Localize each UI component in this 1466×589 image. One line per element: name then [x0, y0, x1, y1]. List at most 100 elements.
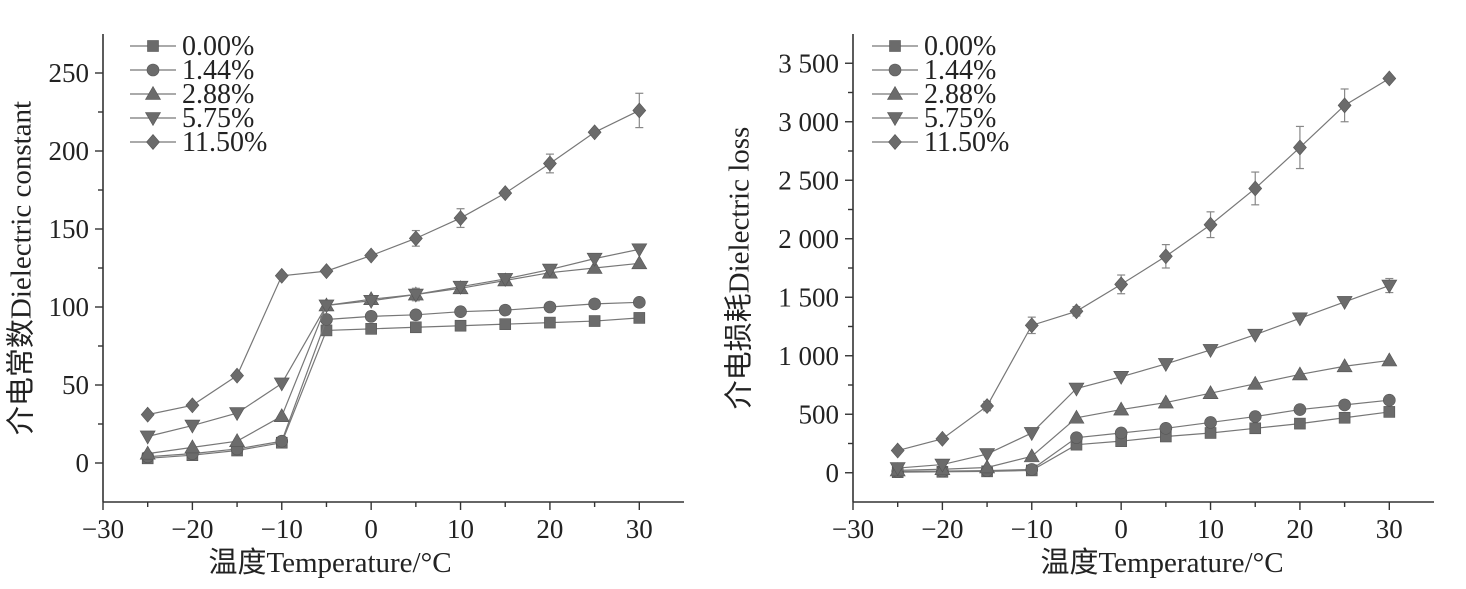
data-point [229, 407, 246, 422]
data-point [935, 430, 950, 447]
series-line [897, 411, 1390, 473]
data-point [318, 299, 335, 314]
x-axis-title: 温度Temperature/°C [208, 546, 451, 579]
data-point [1337, 97, 1352, 114]
data-point [1023, 427, 1040, 442]
data-point [1293, 139, 1307, 156]
data-point [140, 406, 155, 423]
data-point [889, 462, 906, 477]
legend-label: 5.75% [182, 103, 254, 134]
legend-marker [146, 134, 160, 150]
data-point [1114, 276, 1129, 293]
x-tick-label: −30 [82, 514, 124, 544]
data-point [273, 408, 290, 423]
y-tick-label: 150 [49, 214, 90, 244]
legend-label: 2.88% [924, 79, 996, 110]
x-tick-label: 10 [1197, 514, 1224, 544]
series-5.75% [139, 243, 648, 445]
data-point [274, 267, 289, 284]
series-line [147, 248, 640, 438]
data-point [1069, 303, 1084, 320]
dielectric-loss-chart: −30 −20 −10 0 10 20 30 0 500 1 000 1 500 2 000 2 500… [723, 31, 1434, 579]
data-point [364, 310, 378, 323]
data-point [139, 445, 156, 460]
x-axis-title: 温度Temperature/°C [1040, 546, 1283, 579]
series-line [147, 109, 640, 416]
data-point [633, 296, 646, 309]
x-tick-label: 20 [1286, 514, 1313, 544]
data-point [498, 303, 512, 317]
y-axis-title: 介电常数Dielectric constant [5, 101, 38, 435]
series-line [897, 77, 1390, 452]
x-tick-label: 0 [1114, 514, 1128, 544]
data-point [453, 210, 468, 227]
x-tick-label: −10 [261, 514, 303, 544]
legend-label: 5.75% [924, 103, 996, 134]
data-point [934, 458, 951, 473]
series-line [897, 399, 1390, 473]
series-11.50% [140, 92, 647, 423]
data-point [1383, 393, 1396, 407]
data-point [1291, 366, 1308, 381]
data-point [587, 124, 602, 141]
x-tick-label: 30 [626, 514, 653, 544]
data-point [1158, 248, 1173, 265]
data-point [543, 300, 557, 314]
data-point [1068, 409, 1085, 424]
series-line [147, 262, 640, 455]
data-point [1382, 70, 1397, 87]
series-line [897, 359, 1390, 472]
legend-marker [886, 112, 904, 127]
data-point [1294, 417, 1306, 430]
legend-label: 0.00% [924, 31, 996, 62]
data-point [365, 323, 377, 335]
x-tick-label: −10 [1011, 514, 1053, 544]
data-point [1204, 427, 1217, 439]
series-0.00% [891, 406, 1396, 478]
data-point [1159, 421, 1173, 435]
data-point [1381, 279, 1398, 294]
data-point [319, 263, 334, 280]
data-point [1157, 394, 1174, 409]
data-point [497, 273, 514, 288]
data-point [1114, 426, 1128, 440]
series-2.88% [139, 255, 648, 460]
data-point [980, 398, 994, 415]
data-point [1203, 216, 1218, 233]
data-point [543, 155, 557, 172]
x-tick-label: 10 [447, 514, 474, 544]
data-point [979, 459, 996, 474]
y-tick-label: 2 000 [778, 224, 839, 254]
x-tick-label: −30 [832, 514, 874, 544]
data-point [1247, 375, 1264, 390]
data-point [1023, 448, 1040, 463]
legend-marker [886, 85, 904, 100]
data-point [979, 448, 996, 463]
y-axis-title: 介电损耗Dielectric loss [723, 127, 756, 410]
data-point [454, 305, 467, 318]
series-2.88% [889, 352, 1398, 477]
data-point [544, 316, 556, 329]
data-point [498, 185, 513, 202]
y-tick-label: 50 [62, 370, 89, 400]
y-tick-label: 250 [49, 58, 90, 88]
x-tick-label: 0 [364, 514, 378, 544]
x-tick-label: 20 [536, 514, 563, 544]
data-point [1291, 312, 1308, 327]
legend-marker [144, 85, 162, 100]
series-1.44% [891, 393, 1396, 478]
x-tick-label: −20 [171, 514, 213, 544]
legend-label: 0.00% [182, 31, 254, 62]
data-point [409, 308, 423, 322]
data-point [1025, 463, 1039, 476]
data-point [275, 434, 289, 448]
data-point [586, 259, 603, 274]
data-point [184, 419, 201, 434]
series-line [147, 301, 640, 458]
y-tick-label: 1 500 [778, 282, 839, 312]
data-point [1068, 382, 1085, 397]
data-point [632, 102, 647, 119]
data-point [1293, 403, 1307, 416]
y-tick-label: 2 500 [778, 165, 839, 195]
data-point [588, 315, 601, 327]
